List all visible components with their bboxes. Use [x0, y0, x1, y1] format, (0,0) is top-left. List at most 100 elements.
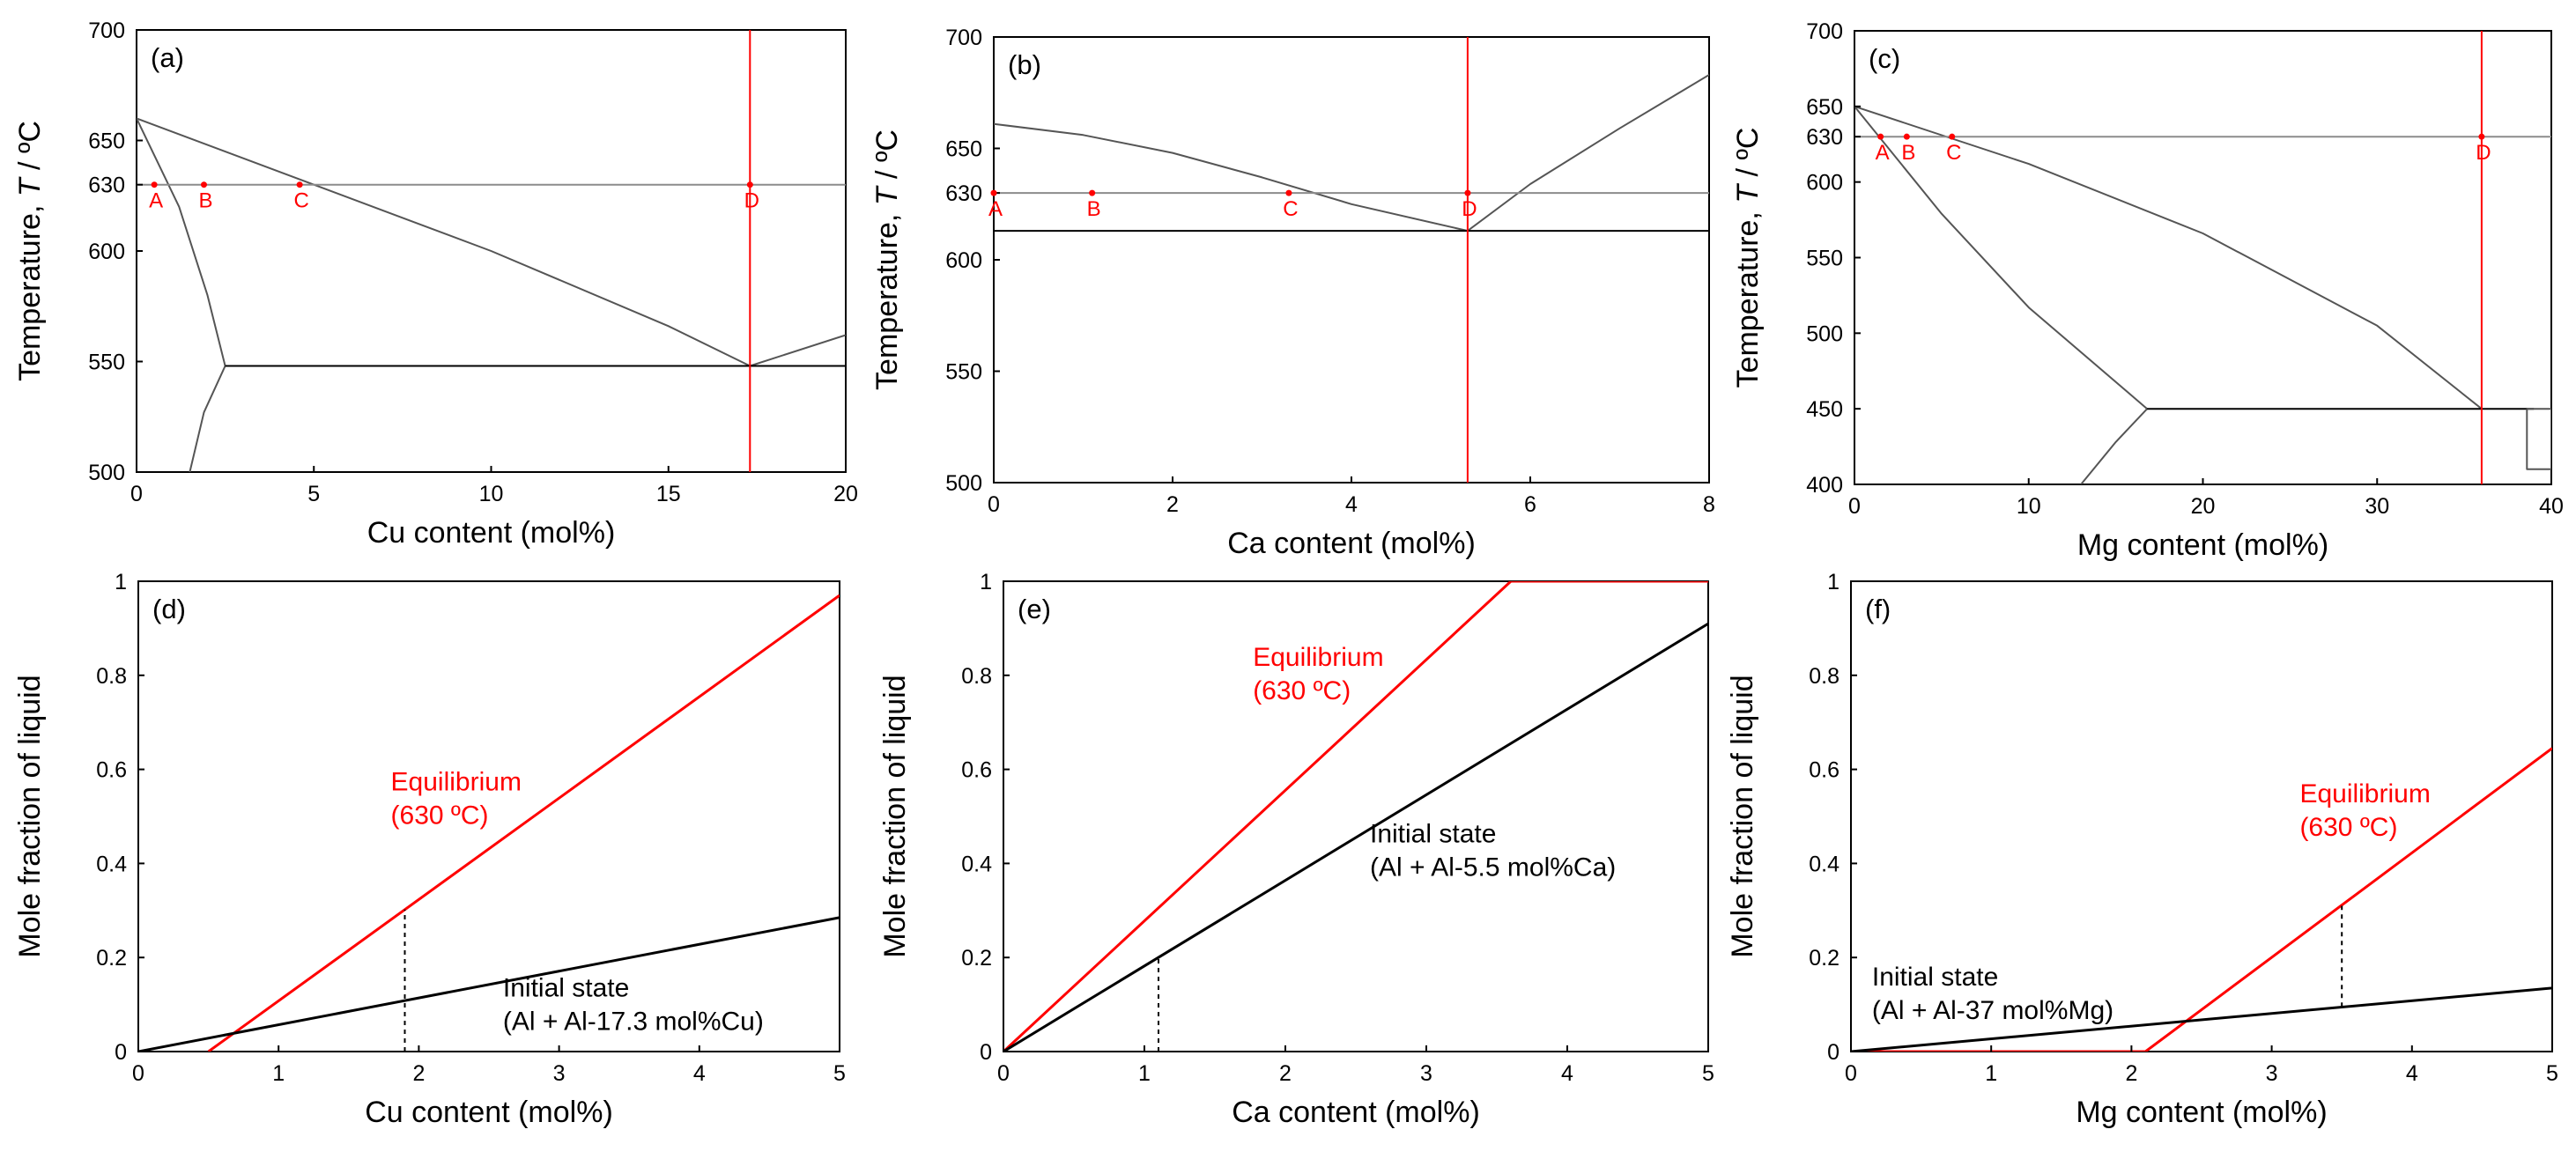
- series-liquidus: [1854, 105, 2483, 410]
- x-tick-label: 5: [307, 482, 320, 506]
- y-tick-label: 0.8: [961, 664, 992, 689]
- point-a: [151, 181, 158, 188]
- point-label-d: D: [2476, 141, 2491, 165]
- series-group: [994, 37, 1709, 483]
- point-a: [1877, 133, 1884, 140]
- y-tick-label: 500: [945, 471, 982, 496]
- point-b: [1903, 133, 1910, 140]
- series-initial-state-al-al-17-3-mol-cu-: [138, 916, 840, 1052]
- x-tick-label: 6: [1524, 492, 1536, 517]
- point-label-d: D: [744, 189, 759, 213]
- x-tick-label: 5: [833, 1061, 846, 1086]
- x-tick-label: 8: [1703, 492, 1715, 517]
- y-tick-label: 0.6: [961, 758, 992, 783]
- y-axis-label: Temperature, T / ºC: [1731, 128, 1765, 388]
- annotation-line: (630 ºC): [391, 801, 489, 830]
- y-tick-label: 550: [945, 360, 982, 385]
- panel-label: (f): [1865, 594, 1891, 624]
- x-tick-label: 3: [553, 1061, 566, 1086]
- x-tick-label: 2: [1166, 492, 1179, 517]
- annotation-line: (Al + Al-17.3 mol%Cu): [503, 1008, 764, 1037]
- x-tick-label: 4: [1561, 1061, 1573, 1086]
- x-tick-label: 20: [2191, 494, 2216, 519]
- point-c: [1949, 133, 1956, 140]
- y-label-variable: T: [13, 176, 47, 196]
- point-label-a: A: [1876, 141, 1890, 165]
- y-tick-label: 700: [1806, 19, 1843, 44]
- x-tick-label: 3: [1420, 1061, 1432, 1086]
- y-tick-label: 500: [88, 461, 125, 485]
- x-tick-label: 10: [2017, 494, 2041, 519]
- series-solidus: [137, 117, 226, 366]
- point-c: [296, 181, 303, 188]
- point-label-c: C: [1283, 197, 1298, 221]
- chart-panel-a: 0 5 10 15 20 500 550 600 630 650 700 Cu content (mo…: [13, 18, 858, 550]
- plot-frame: [1003, 580, 1709, 1052]
- y-tick-label: 0: [115, 1040, 127, 1065]
- y-tick-label: 650: [1806, 95, 1843, 120]
- y-tick-label: 0.4: [1809, 852, 1839, 876]
- panel-label: (c): [1869, 43, 1900, 74]
- x-tick-label: 4: [693, 1061, 706, 1086]
- x-tick-label: 20: [833, 482, 858, 506]
- x-tick-label: 40: [2539, 494, 2564, 519]
- y-tick-label: 0.6: [1809, 758, 1839, 783]
- x-tick-label: 1: [1985, 1061, 1997, 1086]
- y-tick-label: 630: [88, 173, 125, 198]
- annotation-initial-state: Initial state (Al + Al-5.5 mol%Ca): [1370, 819, 1616, 882]
- point-label-b: B: [1087, 197, 1101, 221]
- x-axis-label: Ca content (mol%): [1227, 527, 1476, 560]
- annotation-equilibrium: Equilibrium (630 ºC): [1253, 643, 1383, 705]
- y-tick-label: 630: [1806, 125, 1843, 150]
- annotation-initial-state: Initial state (Al + Al-17.3 mol%Cu): [503, 974, 764, 1037]
- y-tick-label: 650: [88, 129, 125, 154]
- y-tick-label: 700: [945, 26, 982, 50]
- y-tick-label: 450: [1806, 397, 1843, 422]
- chart-panel-f: 0 1 2 3 4 5 0 0.2 0.4 0.6 0.8 1 Mg content (mol%) Mol…: [1726, 570, 2558, 1129]
- x-axis-label: Mg content (mol%): [2076, 1096, 2327, 1129]
- annotation-line: Equilibrium: [2299, 779, 2430, 808]
- y-tick-label: 0: [1827, 1040, 1839, 1065]
- x-tick-label: 0: [997, 1061, 1010, 1086]
- y-tick-label: 650: [945, 137, 982, 162]
- y-tick-label: 0.4: [96, 852, 127, 876]
- y-tick-label: 400: [1806, 473, 1843, 498]
- annotation-line: (Al + Al-5.5 mol%Ca): [1370, 853, 1616, 882]
- y-tick-label: 0.4: [961, 852, 992, 876]
- series-group: [1851, 747, 2552, 1052]
- series-equilibrium-630-c-: [1003, 581, 1708, 1052]
- series-equilibrium-630-c-: [1851, 747, 2552, 1052]
- point-d: [746, 181, 753, 188]
- y-tick-label: 600: [945, 248, 982, 273]
- x-tick-label: 0: [130, 482, 143, 506]
- annotation-line: Equilibrium: [1253, 643, 1383, 672]
- chart-panel-e: 0 1 2 3 4 5 0 0.2 0.4 0.6 0.8 1 Ca content (mol%) Mol…: [878, 570, 1714, 1129]
- y-label-prefix: Temperature,: [870, 205, 904, 390]
- series-group: [1003, 581, 1708, 1052]
- y-axis-label: Mole fraction of liquid: [13, 675, 47, 957]
- y-tick-label: 0: [980, 1040, 992, 1065]
- x-tick-label: 4: [1345, 492, 1358, 517]
- point-label-c: C: [1946, 141, 1961, 165]
- panel-label: (d): [152, 594, 186, 624]
- y-tick-label: 600: [88, 240, 125, 264]
- x-tick-label: 5: [1702, 1061, 1714, 1086]
- x-tick-label: 2: [412, 1061, 425, 1086]
- chart-panel-c: 0 10 20 30 40 400 450 500 550 600 630 650 700 Mg cont…: [1731, 19, 2564, 562]
- x-tick-label: 0: [1848, 494, 1861, 519]
- point-c: [1285, 189, 1292, 196]
- annotation-line: (630 ºC): [1253, 676, 1351, 705]
- series-group: [138, 594, 840, 1052]
- point-d: [1464, 189, 1471, 196]
- y-label-variable: T: [1731, 183, 1765, 203]
- y-tick-label: 0.2: [96, 946, 127, 971]
- y-tick-label: 550: [88, 351, 125, 375]
- y-axis-label: Mole fraction of liquid: [1726, 675, 1759, 957]
- point-label-b: B: [1901, 141, 1915, 165]
- x-tick-label: 0: [132, 1061, 144, 1086]
- panel-label: (a): [151, 42, 184, 73]
- y-tick-label: 0.6: [96, 758, 127, 783]
- series-liquidus-al4ca: [1467, 74, 1709, 232]
- y-tick-label: 550: [1806, 247, 1843, 271]
